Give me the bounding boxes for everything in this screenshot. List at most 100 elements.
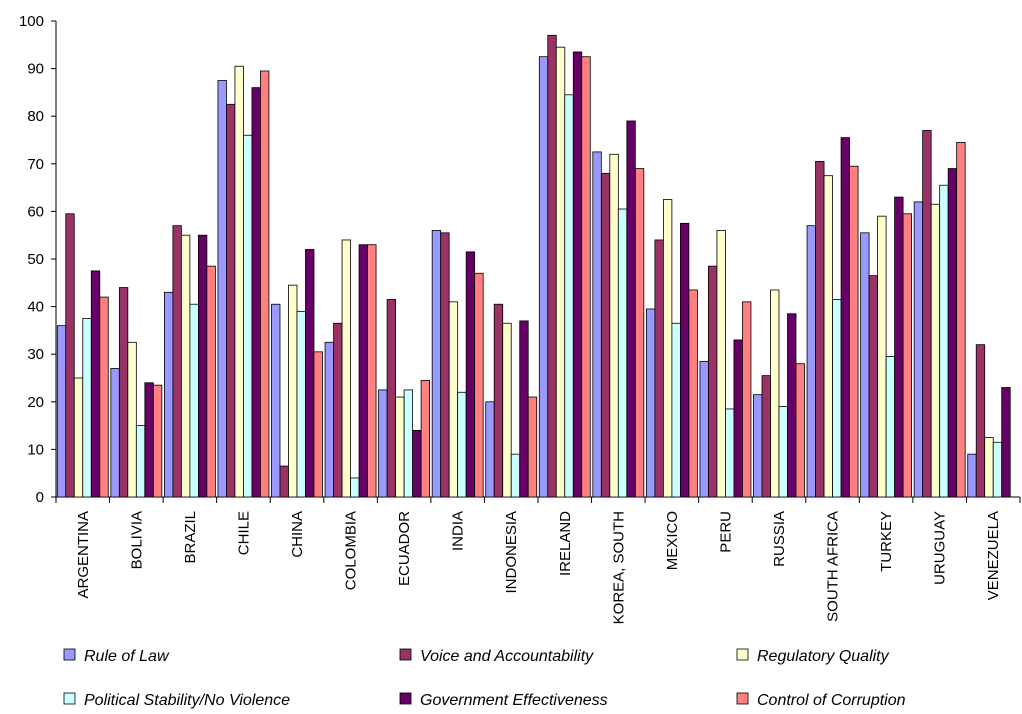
category-label-korea-south: KOREA, SOUTH (610, 511, 627, 624)
bar-brazil-voice-and-accountability (172, 225, 182, 498)
bar-indonesia-rule-of-law (485, 401, 495, 498)
bar-indonesia-control-of-corruption (527, 396, 538, 498)
bar-russia-regulatory-quality (770, 289, 780, 498)
bar-brazil-rule-of-law (163, 291, 174, 498)
y-tick-label: 60 (27, 203, 44, 220)
bar-brazil-control-of-corruption (206, 265, 216, 498)
bar-india-control-of-corruption (474, 272, 484, 498)
bar-argentina-voice-and-accountability (65, 213, 75, 498)
bar-ireland-government-effectiveness (572, 51, 583, 498)
bar-uruguay-political-stability-no-violence (939, 184, 949, 498)
bar-south-africa-political-stability-no-violence (832, 299, 842, 498)
bar-india-regulatory-quality (448, 301, 459, 498)
bar-mexico-control-of-corruption (688, 289, 698, 498)
bar-russia-government-effectiveness (787, 313, 797, 498)
bar-venezuela-voice-and-accountability (975, 344, 986, 498)
bar-chile-political-stability-no-violence (243, 134, 253, 498)
bar-ecuador-voice-and-accountability (386, 299, 397, 498)
bar-bolivia-political-stability-no-violence (135, 425, 146, 498)
bar-uruguay-control-of-corruption (956, 141, 966, 498)
bar-peru-regulatory-quality (716, 230, 726, 498)
bar-korea-south-control-of-corruption (634, 168, 645, 498)
category-label-india: INDIA (450, 511, 467, 551)
y-tick-labels: 0 10 20 30 40 50 60 70 80 90 100 (19, 13, 44, 506)
bar-south-africa-control-of-corruption (849, 165, 859, 498)
category-labels: ARGENTINA BOLIVIA BRAZIL CHILE CHINA COLOMBIA… (75, 511, 1002, 625)
bars (56, 34, 1011, 498)
bar-ireland-rule-of-law (538, 56, 549, 498)
y-tick-label: 50 (27, 251, 44, 268)
bar-ecuador-rule-of-law (378, 389, 388, 498)
bar-colombia-voice-and-accountability (333, 322, 343, 498)
bar-argentina-political-stability-no-violence (82, 318, 92, 498)
bar-korea-south-voice-and-accountability (600, 172, 611, 498)
bar-china-political-stability-no-violence (296, 310, 306, 498)
bar-ireland-control-of-corruption (581, 56, 591, 498)
bar-indonesia-regulatory-quality (502, 322, 512, 498)
category-label-chile: CHILE (235, 511, 252, 555)
bar-argentina-government-effectiveness (90, 270, 101, 498)
legend-label-government-effectiveness: Government Effectiveness (420, 692, 608, 709)
bar-uruguay-government-effectiveness (947, 168, 958, 498)
bar-uruguay-voice-and-accountability (922, 130, 932, 498)
bar-india-government-effectiveness (465, 251, 476, 498)
legend-swatch-regulatory-quality (736, 648, 749, 661)
category-label-russia: RUSSIA (771, 511, 788, 567)
bar-south-africa-rule-of-law (806, 225, 816, 498)
bar-brazil-political-stability-no-violence (189, 303, 199, 498)
y-tick-label: 70 (27, 156, 44, 173)
bar-korea-south-regulatory-quality (609, 153, 619, 498)
y-tick-label: 0 (36, 489, 44, 506)
category-label-turkey: TURKEY (878, 511, 895, 572)
y-tick-label: 80 (27, 108, 44, 125)
bar-bolivia-control-of-corruption (152, 384, 163, 498)
bar-chile-control-of-corruption (260, 70, 270, 498)
y-tick-label: 40 (27, 299, 44, 316)
legend-label-regulatory-quality: Regulatory Quality (757, 648, 890, 665)
legend-swatch-rule-of-law (63, 648, 76, 661)
category-label-uruguay: URUGUAY (932, 511, 949, 585)
legend-swatch-voice-and-accountability (399, 648, 412, 661)
bar-mexico-rule-of-law (645, 308, 656, 498)
bar-china-government-effectiveness (305, 249, 315, 498)
bar-china-rule-of-law (271, 303, 281, 498)
bar-russia-voice-and-accountability (761, 375, 771, 498)
bar-russia-rule-of-law (753, 394, 763, 498)
bar-argentina-control-of-corruption (99, 296, 109, 498)
bar-chile-rule-of-law (217, 80, 227, 498)
bar-bolivia-government-effectiveness (144, 382, 154, 498)
legend-label-political-stability-no-violence: Political Stability/No Violence (84, 692, 290, 709)
bar-uruguay-regulatory-quality (930, 203, 941, 498)
bar-uruguay-rule-of-law (913, 201, 924, 498)
category-label-bolivia: BOLIVIA (128, 511, 145, 569)
legend-label-control-of-corruption: Control of Corruption (757, 692, 906, 709)
category-label-peru: PERU (717, 511, 734, 553)
bar-chile-government-effectiveness (251, 87, 261, 498)
legend-label-voice-and-accountability: Voice and Accountability (420, 648, 594, 665)
category-label-brazil: BRAZIL (182, 511, 199, 564)
category-label-colombia: COLOMBIA (343, 511, 360, 590)
bar-peru-voice-and-accountability (708, 265, 718, 498)
bar-venezuela-government-effectiveness (1001, 387, 1011, 498)
bar-south-africa-government-effectiveness (840, 137, 850, 498)
y-tick-label: 30 (27, 346, 44, 363)
bar-china-regulatory-quality (288, 284, 298, 498)
bar-turkey-political-stability-no-violence (885, 356, 896, 498)
category-label-indonesia: INDONESIA (503, 511, 520, 594)
legend: Rule of Law Voice and Accountability Regul… (63, 648, 906, 709)
bar-turkey-rule-of-law (860, 232, 870, 498)
bar-india-rule-of-law (431, 230, 442, 498)
bar-india-political-stability-no-violence (457, 391, 467, 498)
legend-swatch-political-stability-no-violence (63, 692, 76, 705)
bar-india-voice-and-accountability (440, 232, 450, 498)
bar-mexico-regulatory-quality (662, 199, 673, 498)
bar-south-africa-voice-and-accountability (815, 161, 825, 498)
bar-mexico-voice-and-accountability (654, 239, 664, 498)
bar-peru-rule-of-law (699, 360, 709, 498)
category-label-ireland: IRELAND (557, 511, 574, 576)
bar-colombia-rule-of-law (324, 341, 334, 498)
y-tick-label: 20 (27, 394, 44, 411)
y-tick-label: 10 (27, 441, 44, 458)
legend-label-rule-of-law: Rule of Law (84, 648, 170, 665)
